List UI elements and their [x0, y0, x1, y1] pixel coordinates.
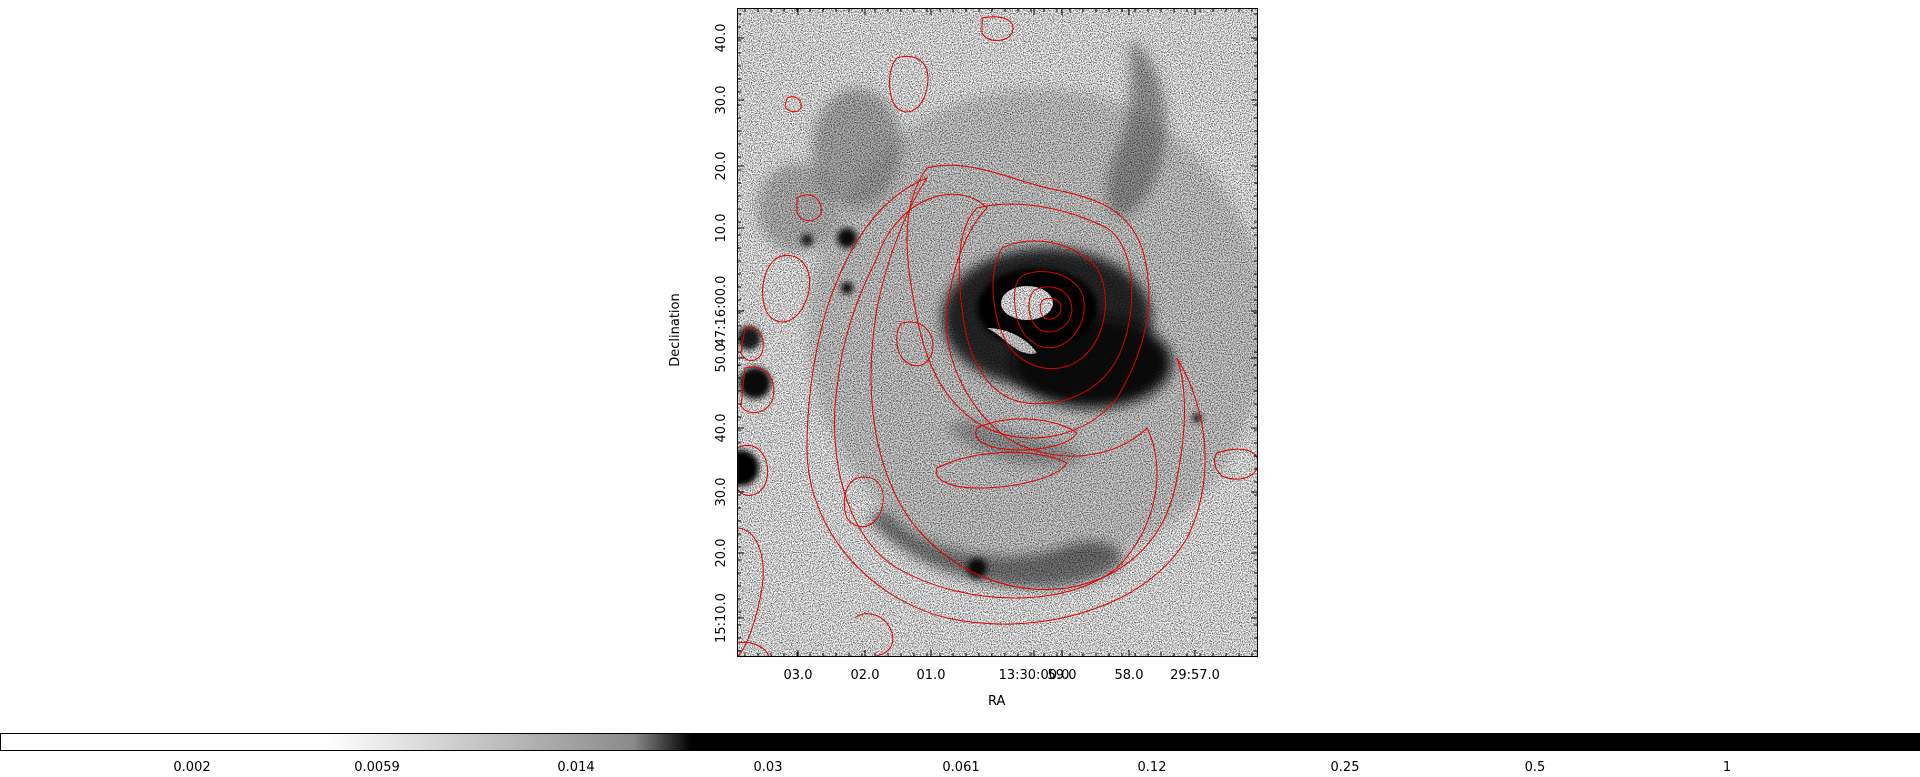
- colorbar-label: 0.014: [557, 760, 595, 775]
- x-tick-label: 01.0: [917, 668, 946, 683]
- x-tick-label: 59.0: [1048, 668, 1077, 683]
- x-tick-label: 02.0: [851, 668, 880, 683]
- x-axis-ticks: 03.0 02.0 01.0 13:30:00.059.0 58.0 29:57.0: [744, 8, 1253, 683]
- colorbar-label: 0.03: [753, 760, 783, 775]
- colorbar-label: 0.25: [1330, 760, 1360, 775]
- y-tick-label: 50.0: [714, 344, 729, 373]
- x-tick-label: 13:30:00.0: [999, 668, 1070, 683]
- colorbar-label: 0.061: [942, 760, 980, 775]
- x-tick-label: 29:57.0: [1170, 668, 1220, 683]
- y-tick-label: 20.0: [714, 539, 729, 568]
- y-axis-title: Declination: [668, 293, 683, 367]
- x-tick-label: 58.0: [1115, 668, 1144, 683]
- plot-border: [737, 8, 1258, 657]
- y-axis-ticks: 15:10.0 20.0 30.0 40.0 50.047:16:00.0 10.0 20.…: [714, 13, 1258, 652]
- y-tick-label: 30.0: [714, 478, 729, 507]
- y-tick-label: 40.0: [714, 414, 729, 443]
- y-tick-label: 30.0: [714, 86, 729, 115]
- y-tick-label: 10.0: [714, 214, 729, 243]
- colorbar-label: 0.12: [1137, 760, 1167, 775]
- contour-overlay: [737, 16, 1258, 657]
- y-tick-label: 40.0: [714, 24, 729, 53]
- sky-image-plot: 03.0 02.0 01.0 13:30:00.059.0 58.0 29:57.0 15…: [714, 8, 1258, 683]
- colorbar-label: 1: [1722, 760, 1732, 775]
- colorbar-label: 0.0059: [354, 760, 400, 775]
- y-tick-label: 15:10.0: [714, 593, 729, 643]
- y-tick-label: 20.0: [714, 152, 729, 181]
- colorbar-label: 0.002: [173, 760, 211, 775]
- colorbar-labels: 0.002 0.0059 0.014 0.03 0.061 0.12 0.25 0.5 1: [0, 760, 1920, 777]
- x-axis-title: RA: [988, 694, 1006, 709]
- colorbar: [0, 733, 1920, 751]
- y-tick-label: 47:16:00.0: [714, 276, 729, 347]
- x-tick-label: 03.0: [784, 668, 813, 683]
- colorbar-label: 0.5: [1524, 760, 1546, 775]
